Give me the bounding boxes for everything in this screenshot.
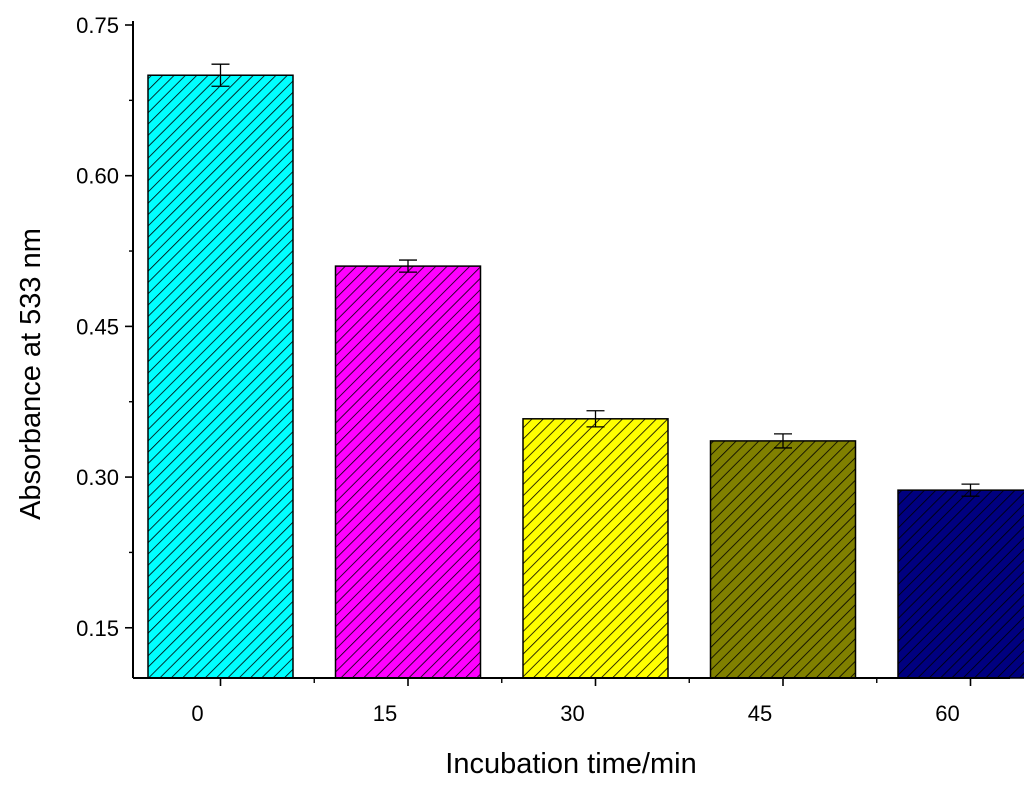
error-bar-0: [211, 63, 230, 87]
error-bar-15: [399, 259, 417, 273]
axes-layer: 0.15 0.30 0.45 0.60 0.75 0 15 30 45 60: [76, 13, 1010, 726]
y-axis-title: Absorbance at 533 nm: [15, 228, 47, 520]
error-bar-45: [774, 433, 792, 449]
y-tick-label: 0.15: [76, 616, 119, 641]
bar-30: [522, 418, 669, 679]
x-tick-label: 30: [560, 701, 584, 726]
bars-layer: [147, 63, 1024, 679]
x-tick-label: 45: [748, 701, 772, 726]
x-tick-label: 15: [373, 701, 397, 726]
y-tick-label: 0.60: [76, 164, 119, 189]
bar-15: [334, 265, 482, 679]
error-bar-60: [961, 483, 980, 497]
y-tick-label: 0.75: [76, 13, 119, 38]
x-tick-label: 60: [935, 701, 959, 726]
error-bar-30: [586, 410, 605, 428]
bar-45: [709, 440, 857, 679]
bar-0: [147, 74, 294, 679]
x-axis-title: Incubation time/min: [445, 748, 696, 780]
y-tick-label: 0.30: [76, 465, 119, 490]
bar-60: [897, 489, 1024, 679]
y-tick-label: 0.45: [76, 314, 119, 339]
x-tick-label: 0: [191, 701, 203, 726]
